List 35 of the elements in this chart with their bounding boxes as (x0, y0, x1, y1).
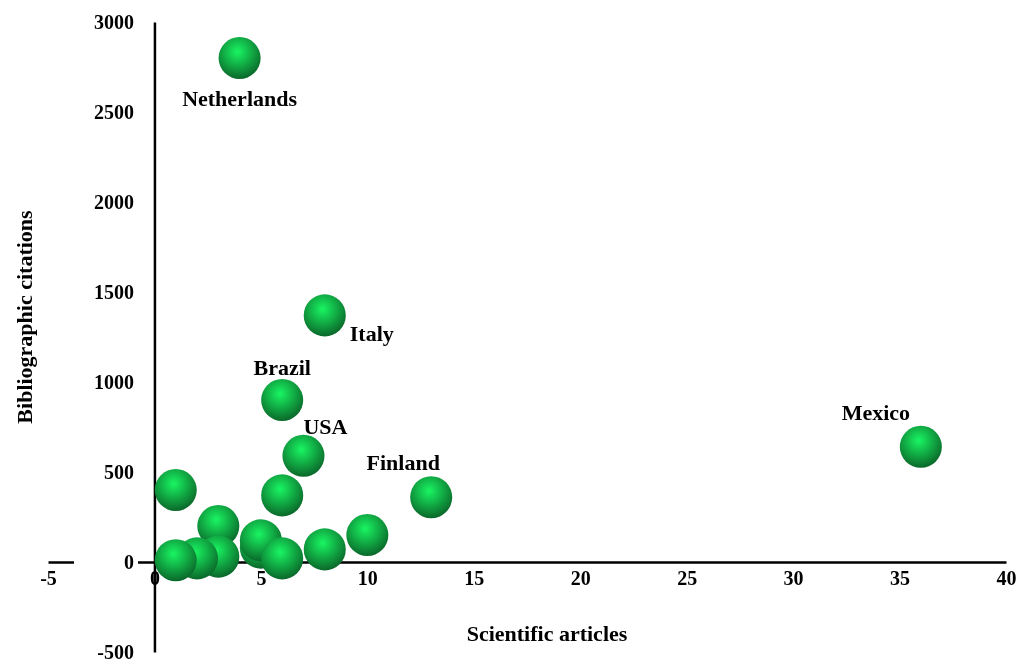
point (218, 37, 261, 79)
annotation: Mexico (841, 399, 911, 425)
x-tick-label: 40 (996, 567, 1017, 590)
annotation: Brazil (253, 354, 311, 380)
x-tick-label: 25 (677, 567, 698, 590)
y-tick-label: 0 (124, 551, 134, 573)
point (899, 425, 942, 468)
x-tick-label: 15 (464, 567, 485, 590)
annotation: USA (303, 413, 348, 439)
x-tick-label: 10 (357, 567, 378, 590)
y-axis-title: Bibliographic citations (12, 209, 37, 424)
x-tick-label: 30 (783, 567, 804, 590)
point (303, 294, 346, 337)
point (303, 528, 346, 571)
y-tick-label: 2500 (94, 101, 134, 123)
point (410, 476, 453, 519)
y-tick-label: 2000 (94, 191, 134, 213)
y-tick-label: 3000 (94, 11, 134, 33)
annotation: Finland (366, 449, 440, 475)
point (261, 474, 304, 517)
x-tick-label: 5 (256, 567, 267, 590)
point (261, 379, 304, 421)
y-tick-label: 1000 (94, 371, 134, 393)
y-tick-label: 500 (104, 461, 134, 483)
x-tick-label: -5 (40, 567, 57, 590)
annotation: Netherlands (182, 85, 298, 111)
point (154, 469, 197, 511)
x-tick-label: 20 (570, 567, 591, 590)
y-tick-label: -500 (97, 641, 134, 661)
y-tick-label: 1500 (94, 281, 134, 303)
x-tick-label: 35 (890, 567, 911, 590)
point (346, 514, 389, 556)
point (282, 434, 325, 477)
x-axis-title: Scientific articles (466, 621, 628, 646)
annotation: Italy (349, 321, 394, 347)
